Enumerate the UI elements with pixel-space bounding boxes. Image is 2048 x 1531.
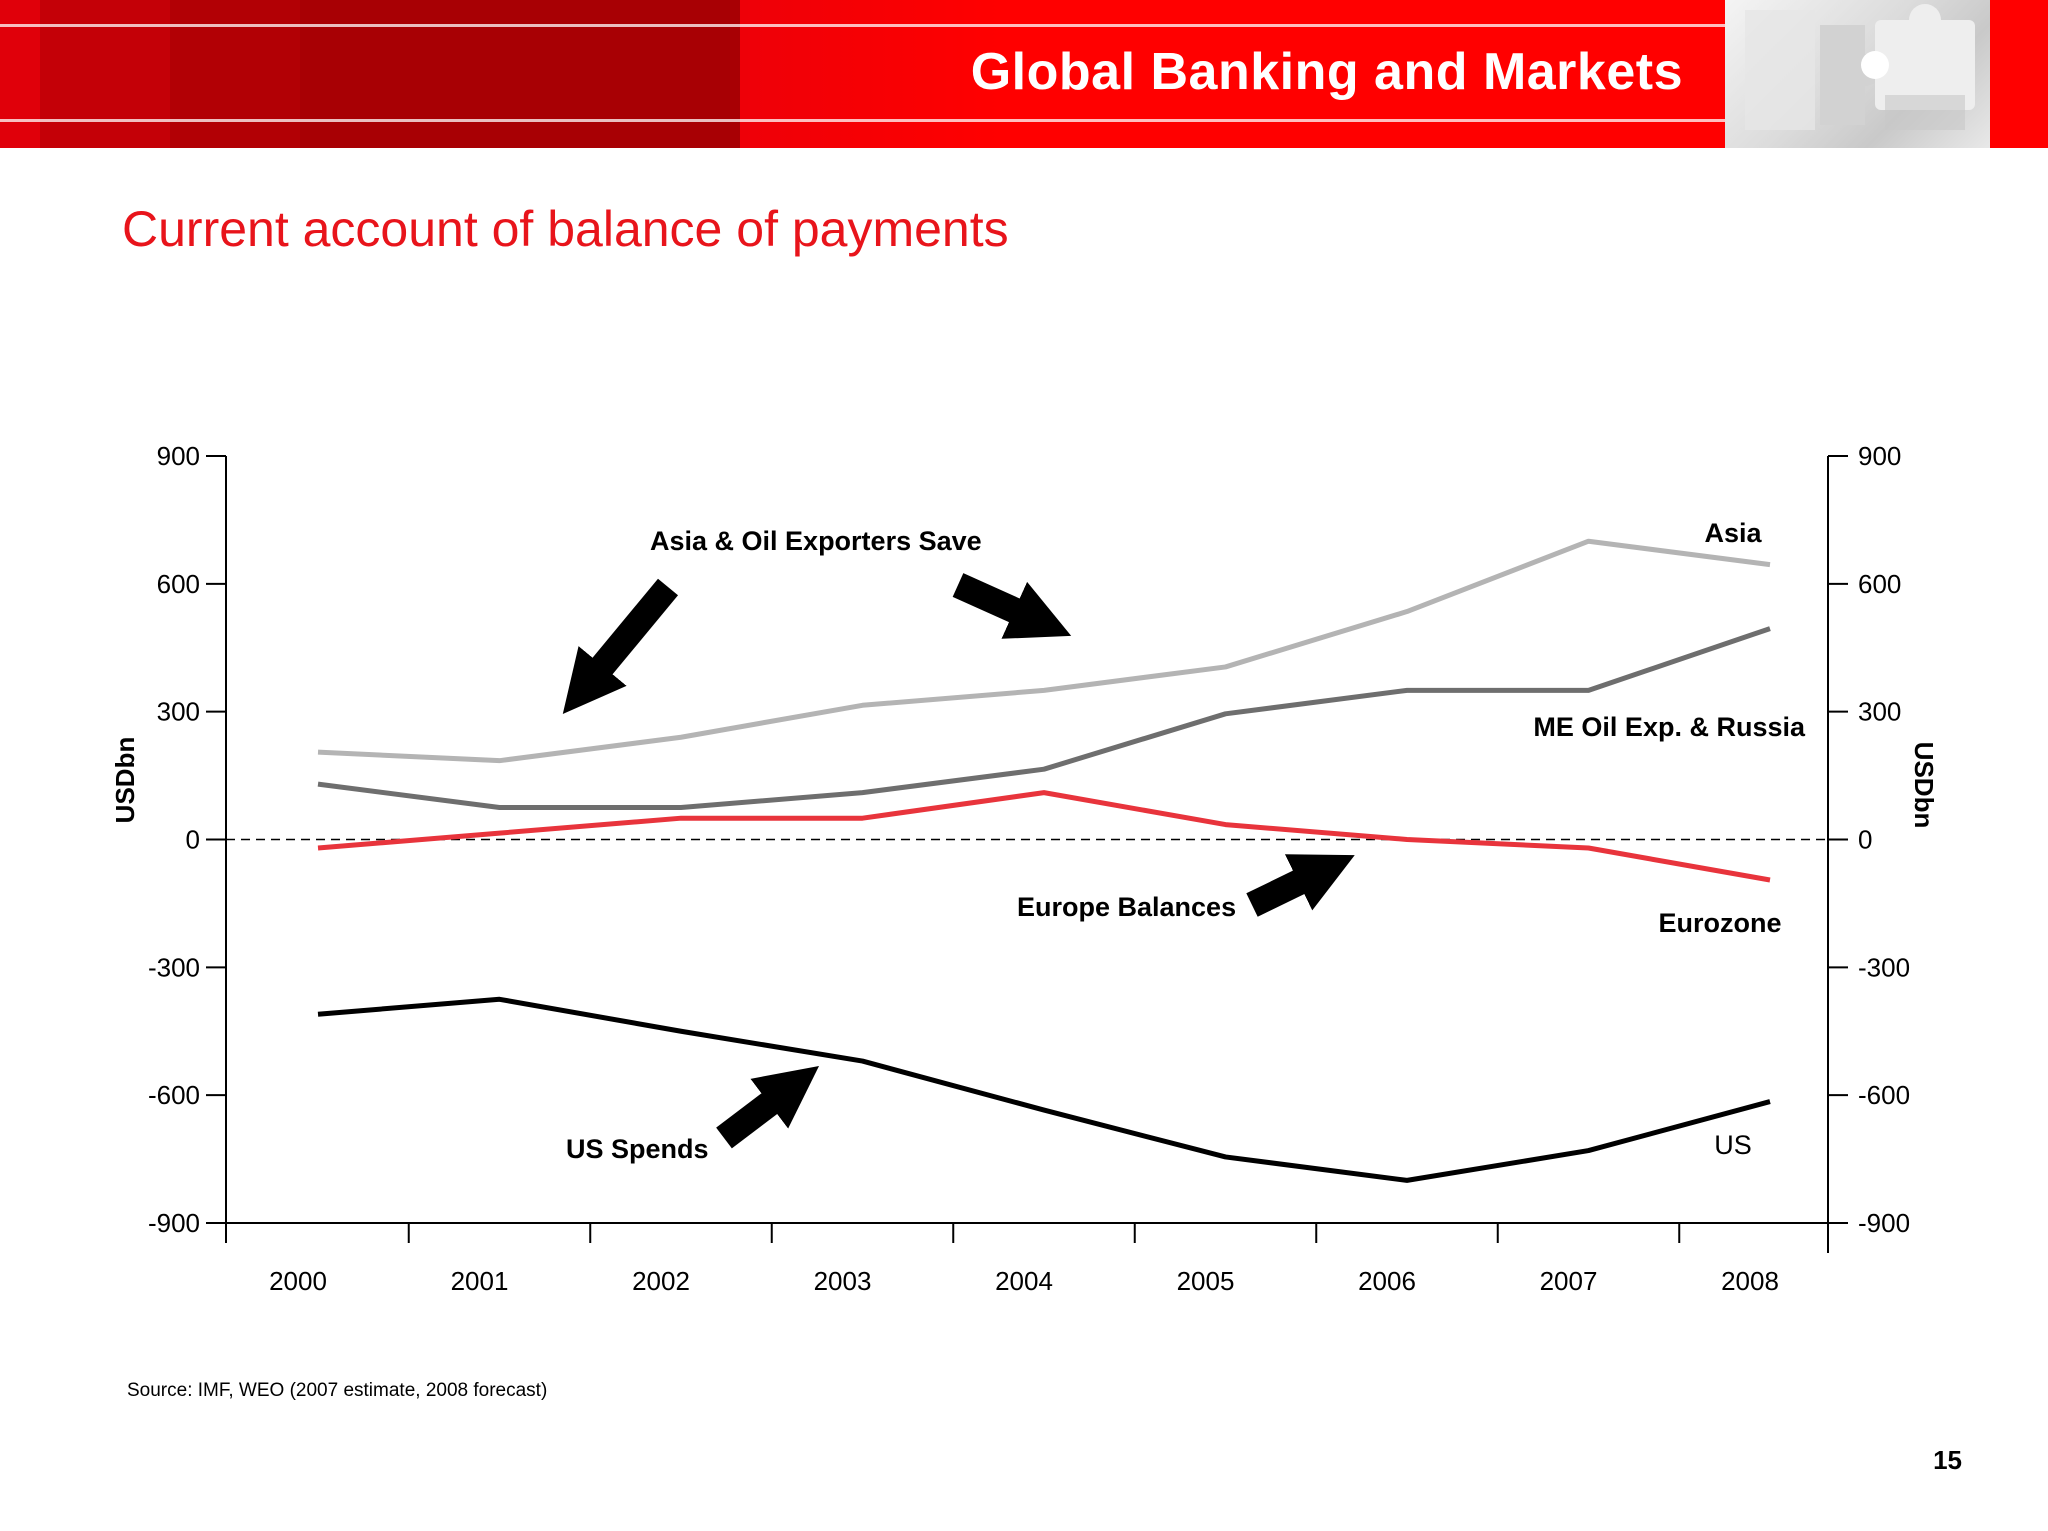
series-line-asia	[317, 538, 1771, 764]
y-tick-label-left: -300	[148, 952, 200, 982]
series-line-eurozone	[317, 790, 1771, 883]
y-tick-label-right: 600	[1858, 569, 1901, 599]
x-tick-label: 2005	[1177, 1266, 1235, 1296]
y-tick-label-right: 300	[1858, 697, 1901, 727]
slide-title: Current account of balance of payments	[122, 201, 1009, 257]
y-tick-label-right: 0	[1858, 825, 1872, 855]
y-tick-label-left: 0	[186, 825, 200, 855]
y-axis-label-right: USDbn	[1909, 742, 1939, 829]
series-line-me-oil-exp-russia	[317, 626, 1771, 811]
arrow-us	[716, 1066, 820, 1149]
y-tick-label-right: -600	[1858, 1080, 1910, 1110]
x-tick-label: 2000	[269, 1266, 327, 1296]
y-tick-label-right: 900	[1858, 441, 1901, 471]
y-tick-label-left: -900	[148, 1208, 200, 1238]
header-banner	[0, 0, 2048, 148]
x-tick-label: 2006	[1358, 1266, 1416, 1296]
y-tick-label-left: 300	[157, 697, 200, 727]
x-tick-label: 2004	[995, 1266, 1053, 1296]
series-line-us	[317, 996, 1771, 1183]
y-tick-label-left: 600	[157, 569, 200, 599]
header-line-bottom	[0, 119, 1725, 122]
header-title: Global Banking and Markets	[970, 43, 1683, 101]
y-tick-label-right: -300	[1858, 952, 1910, 982]
annotation-us-spends: US Spends	[566, 1134, 709, 1164]
arrow-asia-right	[952, 573, 1072, 639]
arrow-europe	[1246, 854, 1355, 917]
series-label-us: US	[1714, 1130, 1752, 1160]
page-number: 15	[1933, 1445, 1962, 1475]
x-tick-label: 2008	[1721, 1266, 1779, 1296]
x-tick-label: 2001	[451, 1266, 509, 1296]
puzzle-pieces-image	[1725, 0, 1990, 148]
annotation-europe-balances: Europe Balances	[1017, 892, 1236, 922]
y-tick-label-left: 900	[157, 441, 200, 471]
arrow-asia-left	[562, 578, 679, 715]
header-line-top	[0, 24, 1725, 27]
header-right-band	[1990, 0, 2048, 148]
x-tick-label: 2003	[814, 1266, 872, 1296]
series-label-me-oil: ME Oil Exp. & Russia	[1533, 712, 1806, 742]
source-note: Source: IMF, WEO (2007 estimate, 2008 fo…	[127, 1380, 548, 1401]
x-tick-label: 2002	[632, 1266, 690, 1296]
y-tick-label-right: -900	[1858, 1208, 1910, 1238]
series-label-eurozone: Eurozone	[1658, 908, 1781, 938]
x-tick-label: 2007	[1540, 1266, 1598, 1296]
series-label-asia: Asia	[1704, 518, 1762, 548]
y-axis-label-left: USDbn	[110, 737, 140, 824]
y-tick-label-left: -600	[148, 1080, 200, 1110]
annotation-asia-oil-save: Asia & Oil Exporters Save	[650, 526, 982, 556]
